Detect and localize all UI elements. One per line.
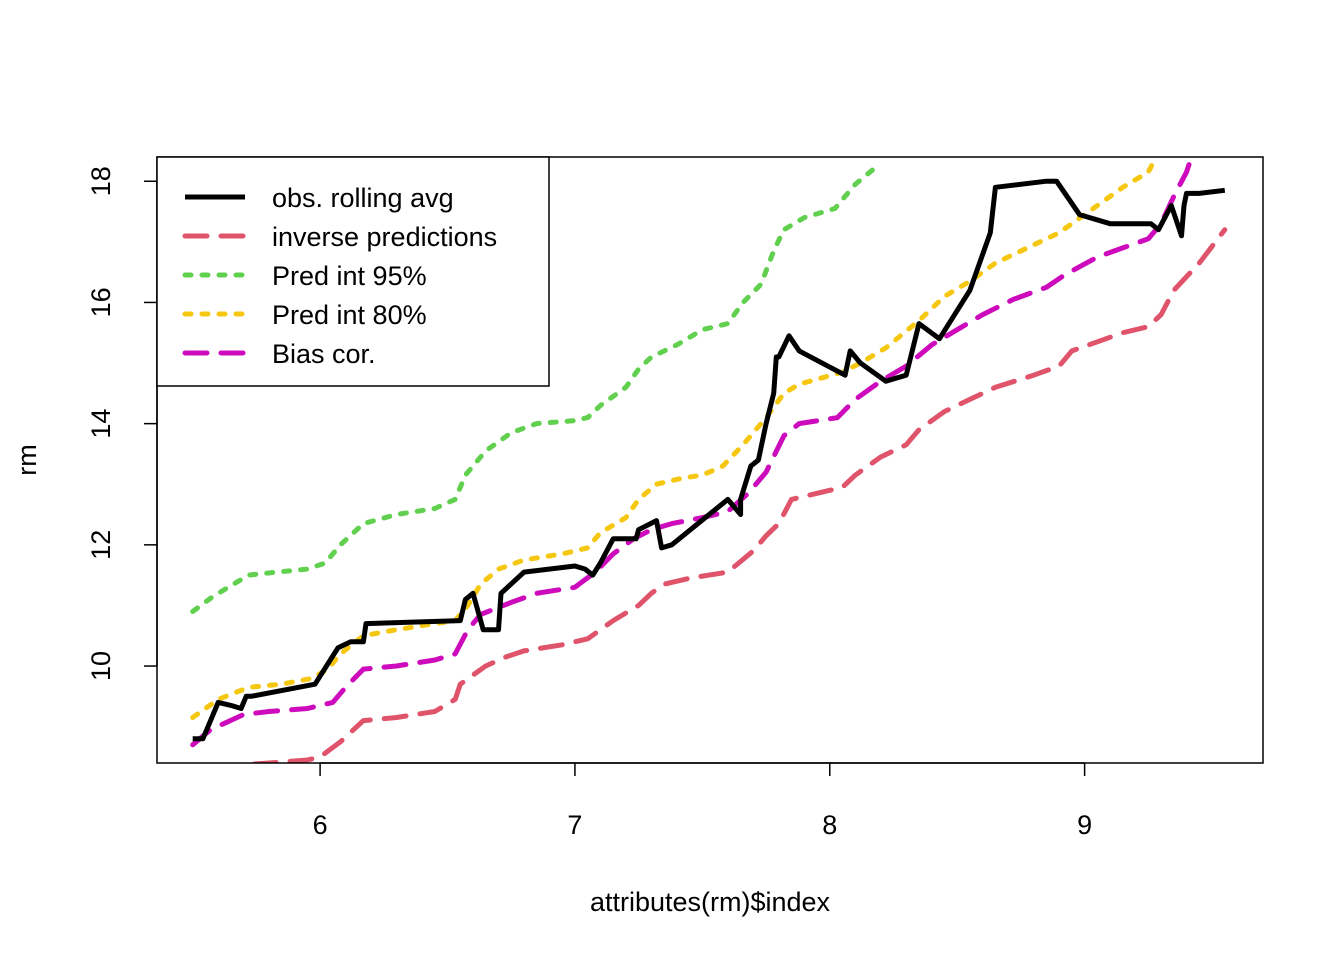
legend: obs. rolling avg inverse predictions Pred … [156,156,550,387]
x-tick-label: 8 [822,810,837,840]
y-tick-label: 14 [86,409,116,439]
y-tick-label: 10 [86,651,116,681]
series-line-pred-int-95 [190,160,884,614]
legend-label: obs. rolling avg [272,183,454,213]
y-tick-label: 12 [86,530,116,560]
series-line-obs-rolling-avg [192,178,1226,742]
x-tick-label: 9 [1077,810,1092,840]
x-axis-label: attributes(rm)$index [590,887,831,917]
y-tick-label: 18 [86,166,116,196]
legend-label: Pred int 80% [272,300,427,330]
legend-label: Pred int 95% [272,261,427,291]
legend-label: inverse predictions [272,222,497,252]
series-line-inverse-predictions [232,227,1228,763]
y-tick-label: 16 [86,287,116,317]
x-tick-label: 7 [567,810,582,840]
series-line-bias-cor [190,157,1195,748]
axis-layer: 6 7 8 9 10 12 14 16 18 [86,166,1092,840]
x-tick-label: 6 [313,810,328,840]
legend-label: Bias cor. [272,339,376,369]
series-layer [190,157,1228,763]
y-axis-label: rm [12,444,42,475]
